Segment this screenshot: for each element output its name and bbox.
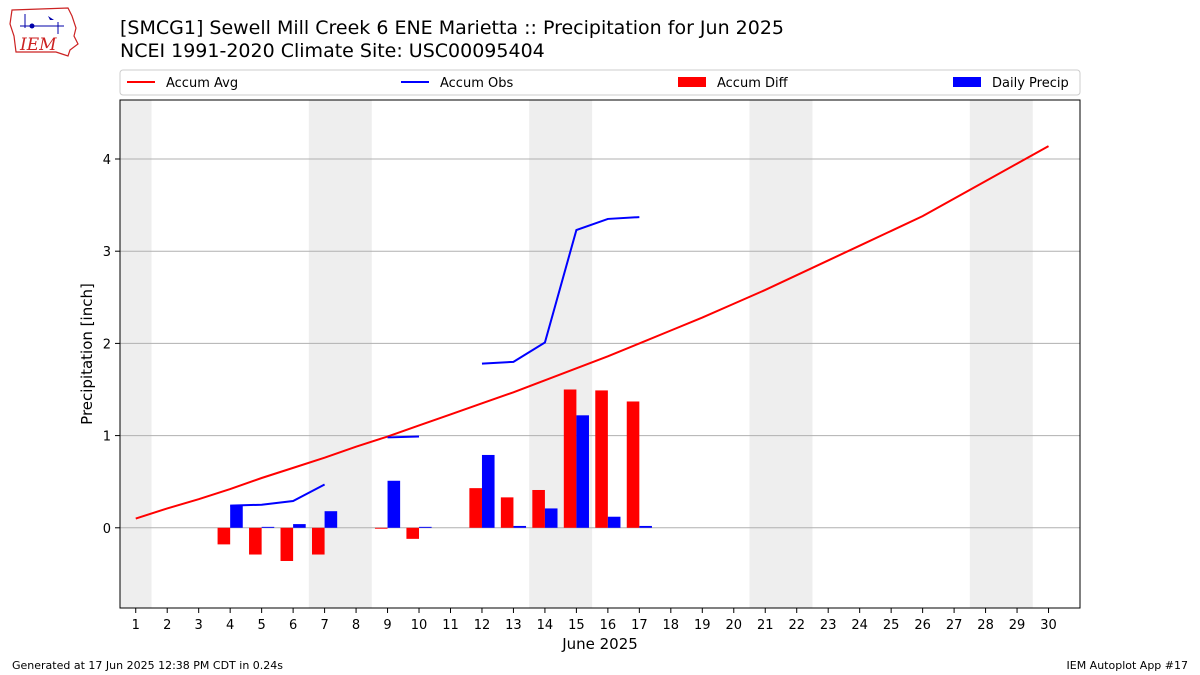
- x-tick-label: 13: [505, 618, 522, 633]
- legend-label: Accum Obs: [440, 76, 513, 91]
- accum-diff-bar: [532, 489, 545, 528]
- legend-patch-swatch: [678, 77, 706, 87]
- accum-diff-bar: [626, 401, 640, 528]
- accum-diff-bar: [595, 390, 608, 528]
- legend-box: [119, 69, 1081, 96]
- accum-diff-bar: [469, 488, 482, 528]
- x-tick-label: 7: [320, 618, 328, 633]
- accum-diff-bar: [280, 527, 294, 561]
- daily-precip-bar: [481, 454, 495, 528]
- daily-precip-bar: [639, 525, 652, 528]
- accum-diff-bar: [312, 527, 325, 555]
- daily-precip-bar: [607, 516, 621, 528]
- x-tick-label: 10: [411, 618, 428, 633]
- x-axis-label: June 2025: [561, 635, 638, 653]
- app-label: IEM Autoplot App #17: [1066, 659, 1189, 672]
- y-tick-label: 2: [103, 337, 111, 352]
- x-tick-label: 9: [383, 618, 391, 633]
- x-tick-label: 23: [820, 618, 837, 633]
- y-axis-label: Precipitation [inch]: [78, 283, 96, 425]
- accum-obs-line: [230, 483, 326, 507]
- x-tick-label: 27: [946, 618, 963, 633]
- x-tick-label: 26: [914, 618, 931, 633]
- x-tick-label: 15: [568, 618, 585, 633]
- x-tick-label: 3: [195, 618, 203, 633]
- legend-patch-swatch: [953, 77, 981, 87]
- weekend-shade: [308, 100, 372, 608]
- x-tick-label: 6: [289, 618, 297, 633]
- accum-diff-bar: [249, 527, 262, 555]
- x-tick-label: 5: [257, 618, 265, 633]
- logo-text: IEM: [19, 35, 57, 55]
- weekend-shade: [969, 100, 1033, 608]
- y-tick-label: 0: [103, 522, 111, 537]
- weekend-shade: [120, 100, 152, 608]
- legend: Accum Avg Accum Obs Accum Diff Daily Precip: [119, 69, 1081, 96]
- legend-label: Daily Precip: [992, 76, 1069, 91]
- lines: [135, 145, 1050, 520]
- legend-label: Accum Avg: [166, 76, 238, 91]
- daily-precip-bar: [230, 505, 243, 528]
- plot-frame: [119, 99, 1081, 609]
- accum-diff-bar: [374, 527, 388, 529]
- x-tick-label: 29: [1009, 618, 1026, 633]
- x-tick-label: 28: [977, 618, 994, 633]
- y-tick-label: 4: [103, 153, 111, 168]
- daily-precip-bar: [576, 415, 589, 528]
- x-tick-label: 18: [663, 618, 680, 633]
- bars: [217, 389, 652, 561]
- x-tick-label: 11: [442, 618, 459, 633]
- x-tick-label: 30: [1040, 618, 1057, 633]
- daily-precip-bar: [324, 511, 338, 528]
- x-tick-label: 24: [851, 618, 868, 633]
- accum-diff-bar: [563, 389, 577, 528]
- accum-obs-line: [481, 216, 640, 365]
- x-tick-label: 8: [352, 618, 360, 633]
- x-tick-label: 2: [163, 618, 171, 633]
- generated-timestamp: Generated at 17 Jun 2025 12:38 PM CDT in…: [12, 659, 284, 672]
- iem-logo: IEM: [8, 6, 80, 60]
- y-tick-label: 1: [103, 430, 111, 445]
- daily-precip-bar: [544, 508, 558, 528]
- iem-iowa-logo-icon: IEM: [9, 7, 79, 57]
- x-tick-label: 19: [694, 618, 711, 633]
- accum-diff-bar: [217, 527, 231, 545]
- x-tick-label: 14: [537, 618, 554, 633]
- accum-avg-line: [135, 145, 1050, 520]
- chart-subtitle: NCEI 1991-2020 Climate Site: USC00095404: [120, 40, 545, 62]
- weekend-shade: [749, 100, 813, 608]
- daily-precip-bar: [513, 525, 527, 528]
- accum-obs-line: [387, 435, 420, 439]
- x-tick-label: 1: [132, 618, 140, 633]
- daily-precip-bar: [261, 526, 275, 528]
- x-tick-label: 22: [788, 618, 805, 633]
- daily-precip-bar: [387, 480, 401, 528]
- accum-diff-bar: [406, 527, 420, 539]
- x-tick-label: 12: [474, 618, 491, 633]
- chart-title: [SMCG1] Sewell Mill Creek 6 ENE Marietta…: [120, 17, 784, 39]
- x-tick-label: 4: [226, 618, 234, 633]
- weekend-shade: [529, 100, 593, 608]
- x-tick-label: 21: [757, 618, 774, 633]
- x-tick-label: 20: [725, 618, 742, 633]
- weekend-shading: [120, 100, 1033, 608]
- x-tick-label: 17: [631, 618, 648, 633]
- x-tick-label: 25: [883, 618, 900, 633]
- x-tick-label: 16: [600, 618, 617, 633]
- y-tick-label: 3: [103, 245, 111, 260]
- daily-precip-bar: [419, 526, 432, 528]
- accum-diff-bar: [500, 497, 514, 528]
- legend-label: Accum Diff: [717, 76, 789, 91]
- daily-precip-bar: [293, 524, 306, 528]
